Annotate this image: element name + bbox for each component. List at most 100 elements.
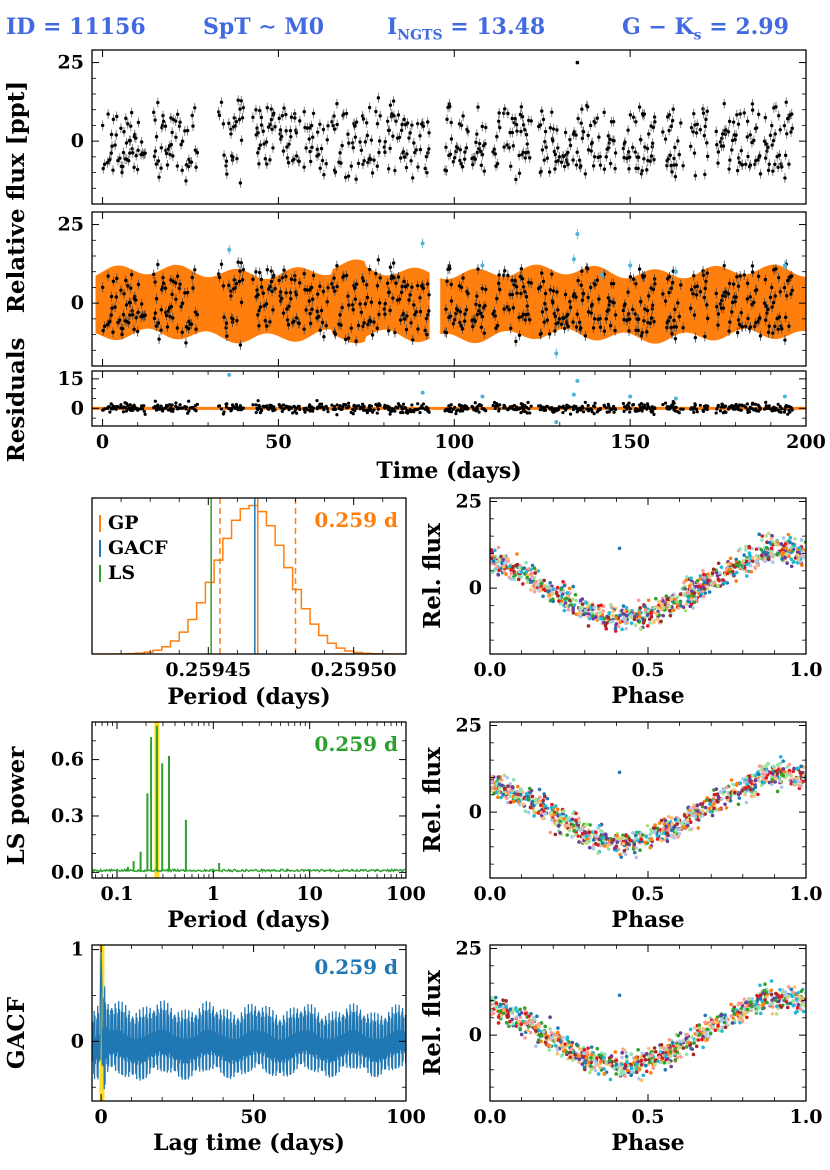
phase-point [517,565,522,570]
gp-point [766,330,771,335]
phase-point [701,572,706,577]
residual-point [369,407,373,411]
residual-point [723,404,728,408]
lightcurve-point [572,130,576,134]
phase-point [538,588,543,593]
lightcurve-point [394,119,398,123]
gp-point [750,270,755,274]
lightcurve-point [623,140,627,144]
gp-point [726,292,731,296]
header-color-label: G − K [622,14,694,40]
gp-point [324,324,328,328]
gp-point [128,301,132,305]
lightcurve-point [152,110,156,115]
gacf-xtick-label: 0 [95,1106,108,1128]
gp-point [217,275,222,280]
gp-point [628,275,633,279]
gp-point [679,283,683,287]
residual-point [715,407,719,411]
lightcurve-point [550,110,554,114]
gp-point [402,279,406,284]
lightcurve-point [691,130,695,134]
lightcurve-point [631,115,636,119]
gp-point [405,314,409,318]
gp-point [193,268,197,272]
lightcurve-point [388,103,393,107]
gp-point [720,298,724,303]
lightcurve-point [269,107,273,111]
lightcurve-point [294,131,299,135]
ls-xtick-label: 10 [296,883,322,905]
gp-point [519,291,523,296]
residual-point [663,401,668,405]
gp-point [524,295,529,299]
gp-point [764,304,768,308]
gp-point [423,328,427,333]
gp-point [377,301,382,305]
residual-point [347,401,351,405]
gp-point [132,327,136,332]
gp-point [116,320,120,325]
lightcurve-point [254,108,258,112]
gp-point [256,293,260,297]
gp-point [670,280,675,285]
lightcurve-point [756,112,761,117]
residual-point [254,410,258,415]
lightcurve-point [186,164,191,169]
phase-point [683,608,688,613]
lightcurve-point [120,170,124,175]
phase-layer [490,531,806,633]
phase-fold-xlabel: Phase [611,683,684,709]
residual-point [170,403,174,407]
phase-point [557,599,561,603]
phase-point [717,571,722,575]
residual-point [169,406,173,410]
phase-point [741,558,746,563]
gp-point [354,339,358,343]
residual-point [693,403,697,407]
lightcurve-point [730,138,735,143]
lightcurve-point [613,151,618,155]
gp-point [541,279,546,284]
lightcurve-point [740,163,745,167]
phase-point [661,613,666,618]
phase-point [716,561,721,566]
gp-point [121,312,126,317]
phase-point [625,620,629,625]
lightcurve-point [311,111,316,116]
lightcurve-point [748,133,752,137]
header-i-value: = 13.48 [442,14,546,40]
gp-point [720,294,725,298]
gp-point [292,319,296,323]
gp-point [503,269,507,273]
lightcurve-point [321,127,326,132]
gp-point [496,281,501,286]
residual-point [362,404,366,409]
residual-point [308,409,312,413]
phase-point [637,610,641,614]
gp-point [705,316,710,321]
phase-point [769,551,773,556]
gp-point [412,303,416,307]
phase-point [681,593,686,597]
phase-point [696,826,701,830]
lightcurve-point [119,126,123,130]
lightcurve-point [165,163,170,167]
gp-point [227,283,231,288]
lightcurve-point [238,181,243,185]
gp-point [178,282,182,286]
lightcurve-frame [91,49,807,205]
lightcurve-point [745,119,750,124]
phase-point [651,620,656,624]
residual-point [418,411,422,415]
gp-point [319,308,324,313]
gp-point [120,332,124,337]
gp-point [639,334,644,338]
gp-point [458,320,462,325]
lightcurve-point [716,150,721,154]
gp-point [464,308,469,312]
residual-point [297,404,301,409]
phase-point [513,573,518,577]
gp-point [392,276,396,280]
gp-point [642,319,646,323]
